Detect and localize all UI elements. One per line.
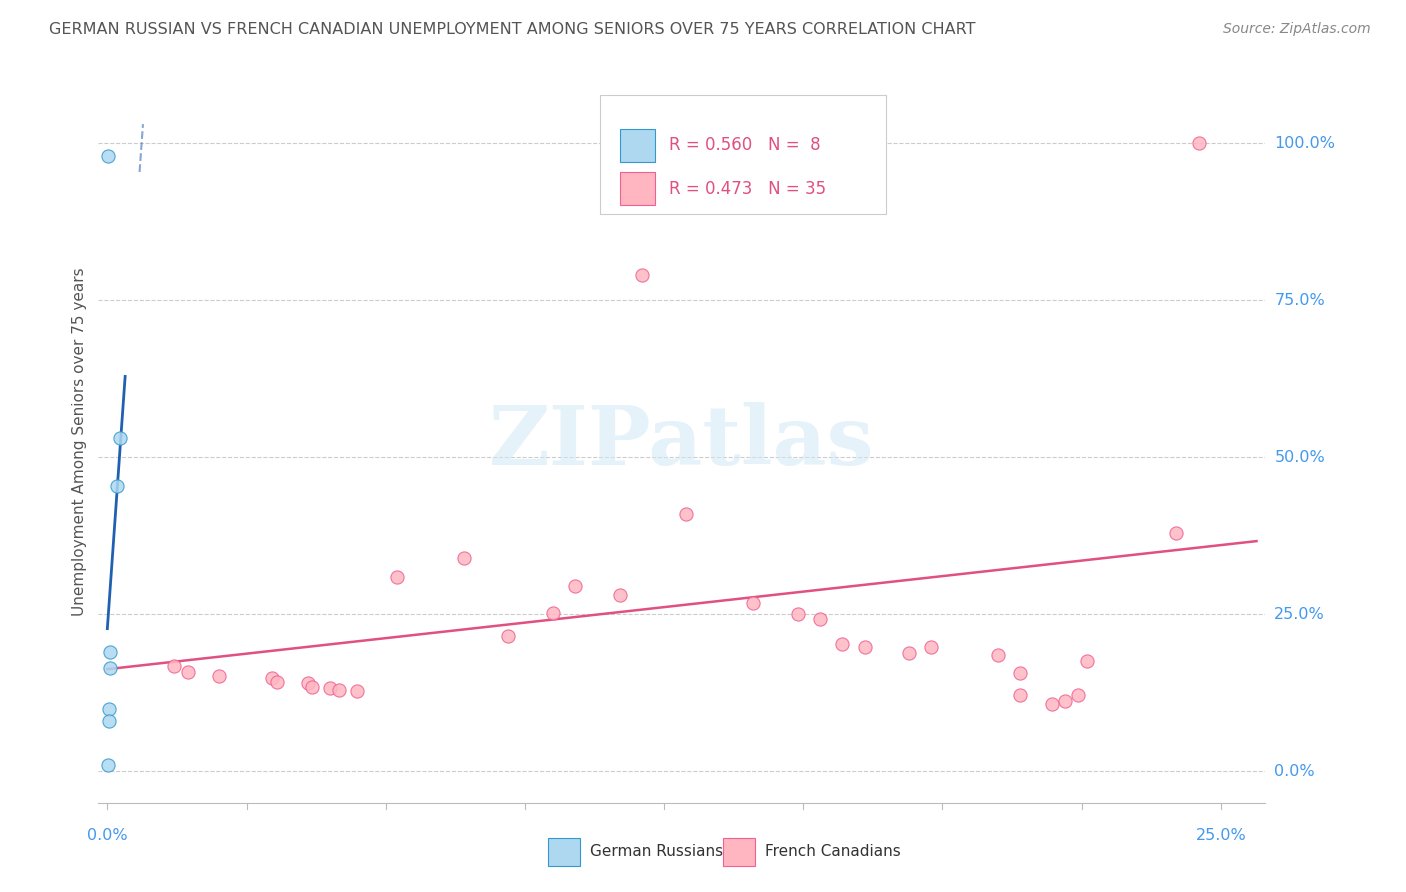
Point xyxy=(97,714,120,728)
Point xyxy=(108,431,131,445)
Point xyxy=(97,701,120,715)
Point xyxy=(319,681,342,696)
Text: 0.0%: 0.0% xyxy=(87,828,128,843)
Point xyxy=(541,606,564,620)
Point xyxy=(1076,655,1098,669)
Point xyxy=(987,648,1010,662)
Point xyxy=(898,646,921,660)
Point xyxy=(176,665,198,679)
Text: R = 0.560   N =  8: R = 0.560 N = 8 xyxy=(669,136,821,154)
Text: ZIPatlas: ZIPatlas xyxy=(489,401,875,482)
Point xyxy=(346,684,368,698)
Text: 50.0%: 50.0% xyxy=(1274,450,1324,465)
Point xyxy=(1040,697,1063,711)
Point xyxy=(208,669,231,683)
Point xyxy=(301,680,323,694)
Point xyxy=(328,682,350,697)
Bar xyxy=(620,129,655,161)
Point xyxy=(808,612,831,626)
Point xyxy=(1010,688,1032,702)
Point xyxy=(920,640,942,654)
Point xyxy=(1067,688,1090,702)
Point xyxy=(1166,525,1188,540)
Text: 25.0%: 25.0% xyxy=(1195,828,1246,843)
Point xyxy=(385,569,408,583)
Bar xyxy=(723,838,755,865)
Point xyxy=(97,758,120,772)
Point xyxy=(98,661,121,675)
Point xyxy=(297,676,319,690)
Point xyxy=(1187,136,1209,150)
Point xyxy=(105,478,128,492)
Point xyxy=(453,550,475,565)
Text: GERMAN RUSSIAN VS FRENCH CANADIAN UNEMPLOYMENT AMONG SENIORS OVER 75 YEARS CORRE: GERMAN RUSSIAN VS FRENCH CANADIAN UNEMPL… xyxy=(49,22,976,37)
Point xyxy=(630,268,652,282)
Point xyxy=(1010,665,1032,680)
Point xyxy=(564,579,586,593)
Point xyxy=(266,675,288,690)
Bar xyxy=(620,172,655,205)
Point xyxy=(742,596,765,610)
Point xyxy=(163,658,186,673)
Point xyxy=(853,640,876,654)
Text: 0.0%: 0.0% xyxy=(1274,764,1315,779)
Point xyxy=(675,507,697,521)
Text: 100.0%: 100.0% xyxy=(1274,136,1336,151)
Point xyxy=(786,607,808,622)
Text: R = 0.473   N = 35: R = 0.473 N = 35 xyxy=(669,179,827,198)
Text: French Canadians: French Canadians xyxy=(765,845,900,859)
Text: German Russians: German Russians xyxy=(589,845,723,859)
Text: Source: ZipAtlas.com: Source: ZipAtlas.com xyxy=(1223,22,1371,37)
Bar xyxy=(548,838,581,865)
Point xyxy=(831,638,853,652)
Text: 25.0%: 25.0% xyxy=(1274,607,1324,622)
Y-axis label: Unemployment Among Seniors over 75 years: Unemployment Among Seniors over 75 years xyxy=(72,268,87,615)
Point xyxy=(853,136,876,150)
Point xyxy=(609,589,631,603)
Point xyxy=(262,672,284,686)
Point xyxy=(1053,694,1076,708)
Point xyxy=(97,149,120,163)
Point xyxy=(98,645,121,659)
Point xyxy=(496,629,519,643)
FancyBboxPatch shape xyxy=(600,95,886,214)
Text: 75.0%: 75.0% xyxy=(1274,293,1324,308)
